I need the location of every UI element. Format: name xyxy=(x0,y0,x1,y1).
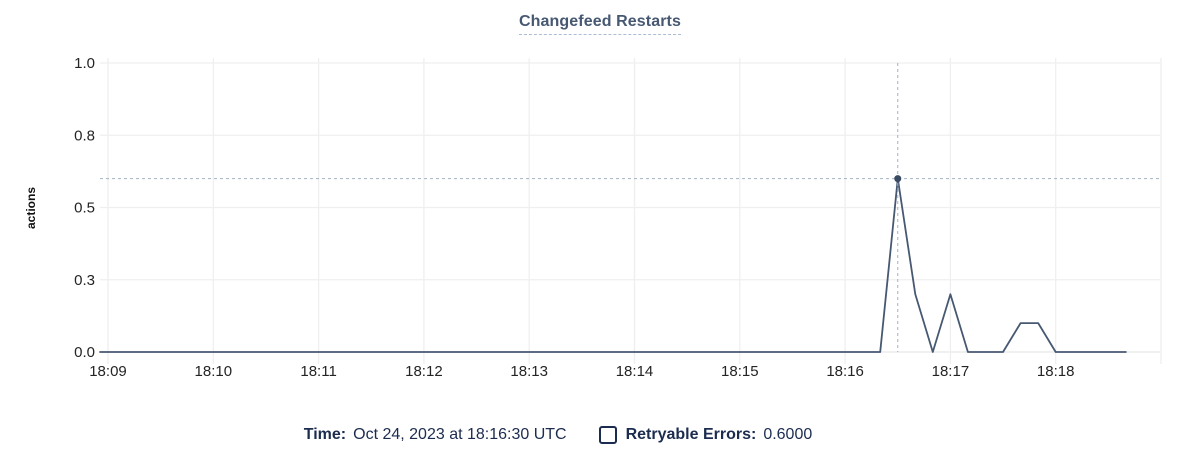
time-value: Oct 24, 2023 at 18:16:30 UTC xyxy=(353,426,567,443)
x-tick-label: 18:18 xyxy=(1037,363,1075,380)
chart-title-row: Changefeed Restarts xyxy=(0,13,1200,35)
y-tick-label: 0.0 xyxy=(74,344,95,361)
legend-item-retryable-errors[interactable]: Retryable Errors: 0.6000 xyxy=(598,426,813,444)
x-tick-label: 18:09 xyxy=(89,363,127,380)
hover-point-dot xyxy=(894,175,902,183)
x-tick-label: 18:10 xyxy=(195,363,233,380)
hover-legend: Time: Oct 24, 2023 at 18:16:30 UTC Retry… xyxy=(0,426,1158,444)
x-tick-label: 18:16 xyxy=(826,363,864,380)
series-line-retryable-errors xyxy=(99,177,1127,353)
legend-checkbox-icon[interactable] xyxy=(598,426,617,444)
time-label: Time: xyxy=(303,426,347,443)
x-tick-label: 18:15 xyxy=(721,363,759,380)
legend-series-label[interactable]: Retryable Errors: xyxy=(625,426,757,443)
x-tick-label: 18:12 xyxy=(405,363,443,380)
y-tick-label: 1.0 xyxy=(74,55,95,72)
y-axis-label: actions xyxy=(24,187,38,229)
legend-series-value: 0.6000 xyxy=(763,426,813,443)
chart-title[interactable]: Changefeed Restarts xyxy=(519,13,681,35)
y-tick-label: 0.5 xyxy=(74,200,95,217)
y-tick-label: 0.3 xyxy=(74,272,95,289)
x-tick-label: 18:14 xyxy=(616,363,654,380)
x-tick-label: 18:13 xyxy=(510,363,548,380)
x-tick-label: 18:17 xyxy=(932,363,970,380)
y-tick-label: 0.8 xyxy=(74,127,95,144)
x-tick-label: 18:11 xyxy=(300,363,336,380)
